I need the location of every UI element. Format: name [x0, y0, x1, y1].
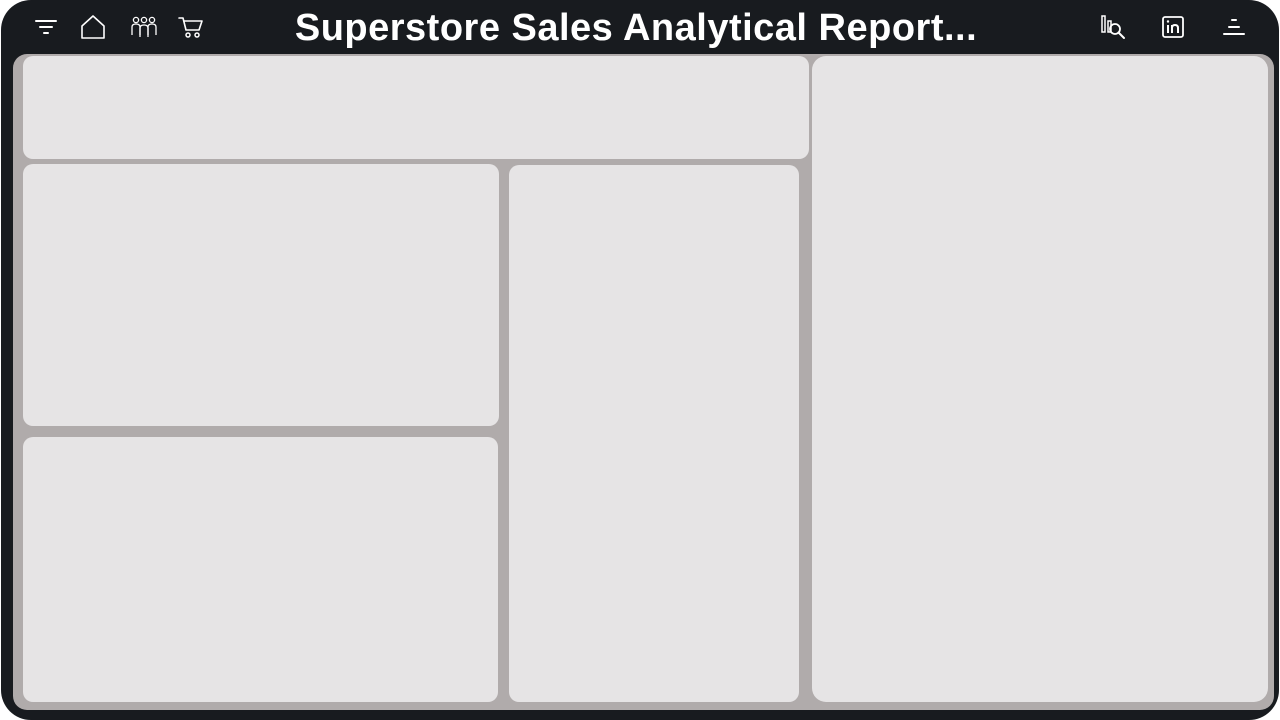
- filter-icon[interactable]: [31, 12, 61, 42]
- kpi-panel[interactable]: [23, 56, 809, 159]
- analysis-icon[interactable]: [1098, 12, 1128, 42]
- chart-panel-right[interactable]: [812, 56, 1268, 702]
- dashboard-canvas: [13, 54, 1274, 710]
- home-icon[interactable]: [78, 12, 108, 42]
- customers-icon[interactable]: [129, 12, 159, 42]
- chart-panel-middle[interactable]: [509, 165, 799, 702]
- chart-panel-top-left[interactable]: [23, 164, 499, 426]
- cart-icon[interactable]: [176, 12, 206, 42]
- linkedin-icon[interactable]: [1158, 12, 1188, 42]
- page-title: Superstore Sales Analytical Report...: [294, 7, 978, 49]
- menu-icon[interactable]: [1219, 12, 1249, 42]
- chart-panel-bottom-left[interactable]: [23, 437, 498, 702]
